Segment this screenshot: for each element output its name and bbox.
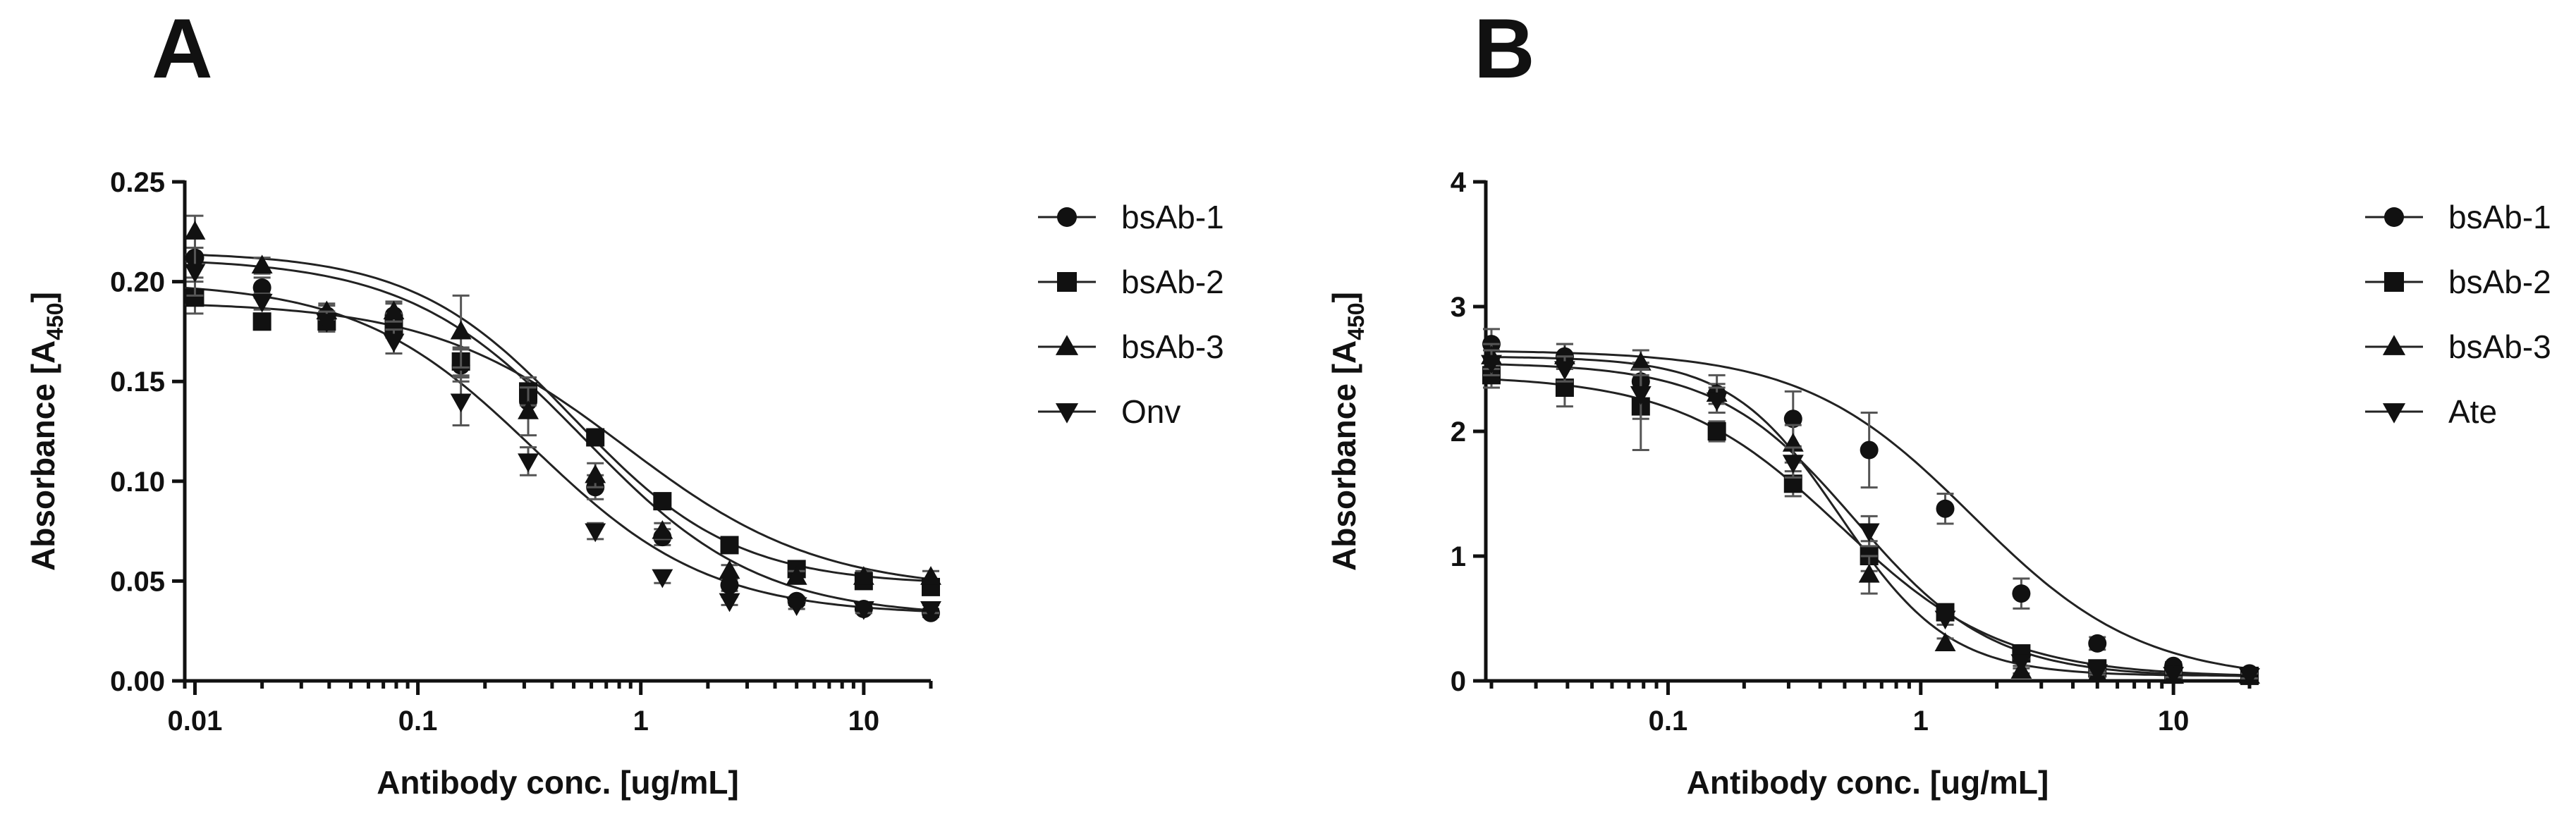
y-tick-label: 4 — [1451, 167, 1467, 198]
data-point-bsab-1 — [720, 576, 739, 595]
data-point-onv — [184, 264, 206, 283]
y-axis-title: Absorbance [A450] — [1326, 292, 1369, 571]
legend-label-bsab-2: bsAb-2 — [1121, 264, 1224, 300]
y-tick-label: 2 — [1451, 417, 1466, 448]
fit-curve-bsab-2 — [184, 303, 932, 581]
y-tick-label: 0 — [1451, 666, 1466, 697]
y-tick-label: 3 — [1451, 292, 1466, 323]
data-point-bsab-1 — [1783, 410, 1802, 429]
data-point-bsab-2 — [586, 428, 605, 447]
legend-label-onv: Onv — [1121, 393, 1180, 430]
data-point-bsab-1 — [1936, 499, 1955, 518]
data-point-bsab-3 — [652, 520, 673, 539]
x-tick-label: 0.01 — [168, 706, 223, 737]
legend-marker-bsab-2 — [1057, 272, 1077, 292]
chart-b: 0 1 2 3 4 0.1 1 10 Antibody conc. [ug/mL] Absorba… — [1326, 167, 2551, 801]
legend-label-bsab-3: bsAb-3 — [2448, 328, 2551, 365]
data-point-bsab-3 — [1934, 632, 1956, 651]
y-tick-label: 0.10 — [110, 467, 165, 498]
data-point-onv — [719, 593, 740, 612]
panel-letter-b: B — [1474, 1, 1535, 96]
data-point-bsab-3 — [1553, 345, 1575, 364]
data-point-onv — [518, 453, 539, 473]
data-point-onv — [853, 601, 874, 620]
data-point-ate — [2239, 667, 2260, 687]
data-point-bsab-3 — [383, 300, 405, 320]
x-tick-label: 0.1 — [398, 706, 438, 737]
x-axis-title: Antibody conc. [ug/mL] — [377, 764, 739, 801]
data-point-bsab-2 — [252, 312, 271, 331]
data-point-onv — [450, 393, 472, 413]
legend-marker-bsab-1 — [2384, 207, 2404, 227]
data-point-bsab-1 — [2012, 584, 2031, 603]
y-tick-label: 0.05 — [110, 566, 165, 597]
data-point-bsab-3 — [853, 566, 874, 585]
x-tick-label: 1 — [633, 706, 649, 737]
data-point-onv — [585, 523, 606, 543]
data-point-onv — [316, 314, 338, 333]
data-point-onv — [383, 333, 405, 353]
chart-a: 0.00 0.05 0.10 0.15 0.20 0.25 0.01 0.1 1 10 Antibo… — [25, 167, 1224, 801]
y-tick-label: 0.15 — [110, 367, 165, 398]
data-point-ate — [2010, 654, 2032, 674]
data-point-bsab-3 — [450, 320, 472, 340]
data-point-bsab-3 — [518, 400, 539, 419]
data-point-onv — [652, 569, 673, 589]
x-tick-label: 0.1 — [1649, 706, 1688, 737]
data-point-ate — [1630, 386, 1652, 405]
fit-curve-bsab-3 — [184, 253, 932, 582]
fit-curve-onv — [184, 286, 932, 612]
y-tick-label: 0.20 — [110, 267, 165, 298]
data-point-bsab-3 — [585, 464, 606, 484]
panel-letter-a: A — [152, 1, 213, 96]
data-point-ate — [2087, 664, 2108, 684]
data-point-bsab-2 — [1707, 422, 1726, 441]
data-point-bsab-3 — [1630, 352, 1652, 371]
data-point-bsab-1 — [252, 278, 271, 297]
fit-curve-bsab-1 — [1485, 350, 2250, 670]
y-tick-label: 1 — [1451, 541, 1466, 572]
data-point-ate — [1481, 355, 1502, 374]
data-point-onv — [786, 597, 807, 616]
fit-curve-bsab-1 — [184, 260, 932, 612]
legend-label-bsab-3: bsAb-3 — [1121, 328, 1224, 365]
fit-curve-ate — [1485, 363, 2250, 677]
data-point-bsab-1 — [2088, 634, 2107, 653]
legend-label-bsab-1: bsAb-1 — [1121, 199, 1224, 235]
data-point-ate — [1934, 610, 1956, 630]
data-point-bsab-3 — [719, 560, 740, 579]
y-tick-label: 0.25 — [110, 167, 165, 198]
legend-marker-bsab-3 — [2382, 335, 2406, 355]
legend-label-ate: Ate — [2448, 393, 2497, 430]
x-axis-title: Antibody conc. [ug/mL] — [1687, 764, 2049, 801]
y-axis-title: Absorbance [A450] — [25, 292, 68, 571]
legend-marker-onv — [1055, 403, 1079, 424]
x-tick-label: 10 — [848, 706, 880, 737]
y-tick-label: 0.00 — [110, 666, 165, 697]
legend-label-bsab-1: bsAb-1 — [2448, 199, 2551, 235]
data-point-ate — [1858, 523, 1880, 543]
data-point-ate — [2163, 667, 2185, 686]
data-point-ate — [1553, 361, 1575, 381]
data-point-bsab-3 — [786, 566, 807, 585]
legend-label-bsab-2: bsAb-2 — [2448, 264, 2551, 300]
legend-marker-bsab-1 — [1057, 207, 1077, 227]
data-point-bsab-1 — [1860, 441, 1879, 460]
data-point-bsab-3 — [920, 566, 941, 585]
data-point-bsab-3 — [184, 221, 206, 240]
data-point-bsab-3 — [1858, 563, 1880, 583]
data-point-onv — [251, 293, 273, 313]
data-point-onv — [920, 601, 941, 620]
legend-marker-bsab-2 — [2384, 272, 2404, 292]
x-tick-label: 10 — [2158, 706, 2190, 737]
data-point-bsab-2 — [653, 492, 672, 511]
legend-marker-ate — [2382, 403, 2406, 424]
data-point-ate — [1782, 455, 1804, 474]
data-point-bsab-3 — [251, 254, 273, 273]
legend-marker-bsab-3 — [1055, 335, 1079, 355]
data-point-bsab-2 — [720, 536, 739, 555]
data-point-ate — [1706, 392, 1728, 412]
x-tick-label: 1 — [1913, 706, 1929, 737]
